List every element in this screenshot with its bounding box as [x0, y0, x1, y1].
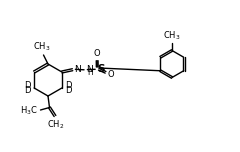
Text: CH$_2$: CH$_2$ — [47, 118, 65, 131]
Text: CH$_3$: CH$_3$ — [163, 30, 181, 42]
Text: O: O — [93, 50, 100, 59]
Text: D: D — [24, 86, 31, 95]
Text: D: D — [65, 86, 72, 95]
Text: H: H — [88, 68, 93, 77]
Text: O: O — [108, 69, 114, 78]
Text: CH$_3$: CH$_3$ — [33, 40, 51, 53]
Text: N: N — [86, 65, 93, 74]
Text: H$_3$C: H$_3$C — [20, 105, 38, 117]
Text: D: D — [65, 81, 72, 90]
Text: S: S — [97, 64, 105, 74]
Text: D: D — [24, 81, 31, 90]
Text: N: N — [75, 65, 81, 74]
